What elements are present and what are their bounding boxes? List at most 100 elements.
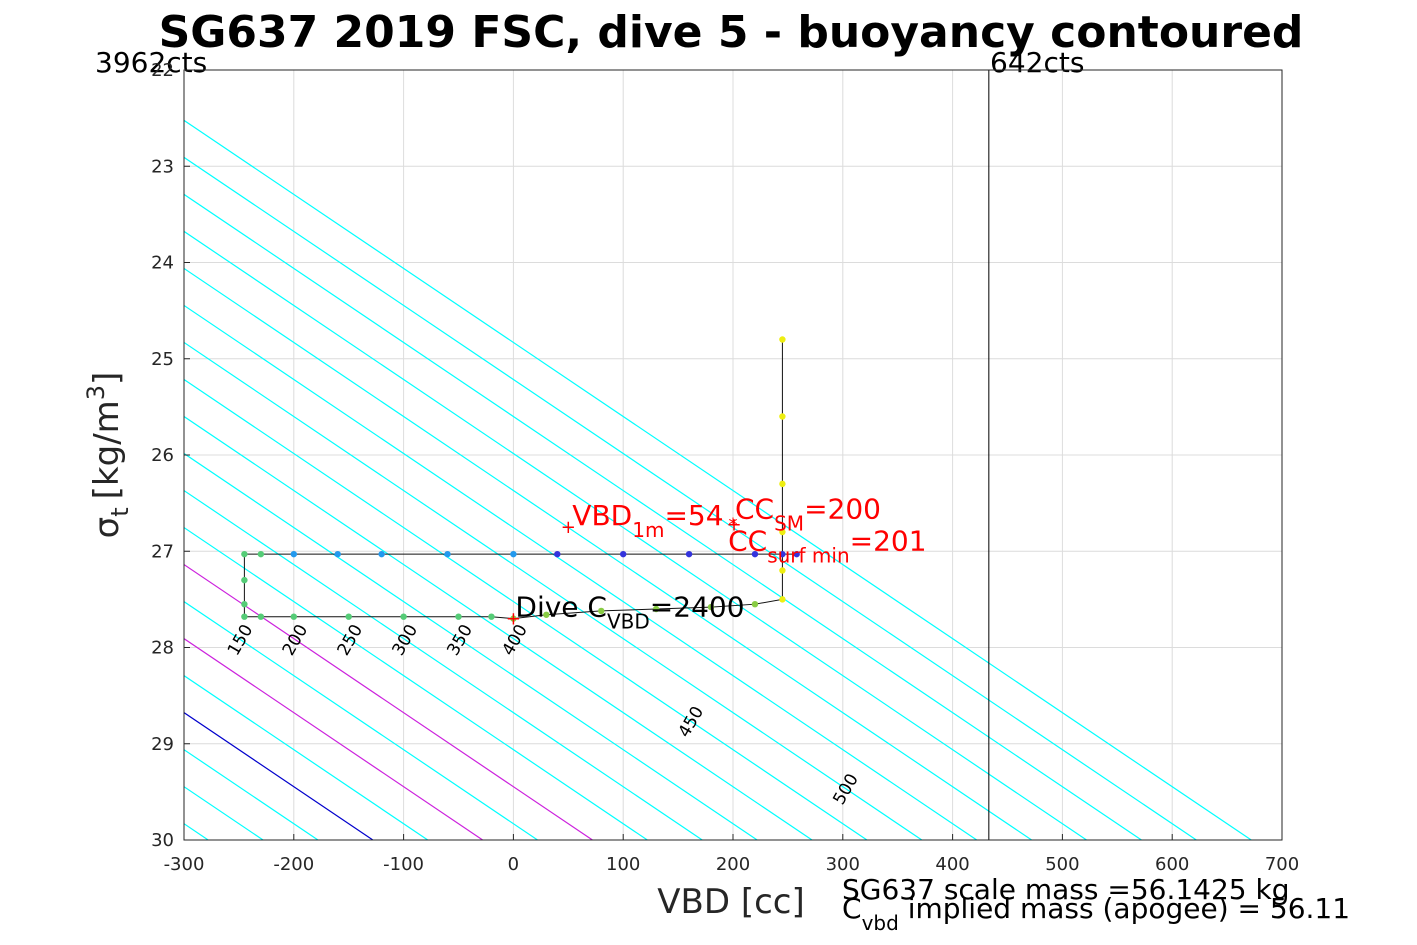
dive-track-point — [444, 550, 451, 558]
marker-plus: + — [727, 514, 742, 535]
y-axis-label: σt [kg/m3] — [82, 372, 134, 539]
marker-label-tail: =2400 — [650, 591, 745, 624]
dive-track-point — [620, 550, 627, 558]
contour-line — [184, 415, 813, 840]
y-tick-label: 22 — [151, 60, 174, 81]
dive-track-point — [793, 550, 800, 558]
implied-mass-annotation: Cvbd implied mass (apogee) = 56.11 — [842, 892, 1350, 935]
x-tick-label: 600 — [1155, 854, 1189, 875]
contour-line — [184, 637, 483, 840]
marker-label: VBD1m=54 — [572, 499, 723, 542]
marker-plus: * — [729, 514, 738, 535]
y-tick-label: 26 — [151, 445, 174, 466]
dive-track-point — [554, 550, 561, 558]
x-tick-label: -300 — [164, 854, 205, 875]
dive-track-point — [779, 413, 786, 420]
contour-line — [0, 70, 43, 840]
x-tick-label: 100 — [606, 854, 640, 875]
marker-plus: + — [506, 609, 521, 630]
dive-track-point — [598, 607, 605, 615]
marker-label-tail: =200 — [804, 492, 881, 525]
dive-track-point — [779, 550, 786, 558]
buoyancy-contours — [0, 70, 1252, 840]
y-tick-label: 25 — [151, 349, 174, 370]
dive-track-point — [510, 550, 517, 558]
y-axis-symbol: σ — [87, 517, 127, 539]
marker-label: CCsurf min=201 — [728, 524, 926, 567]
dive-track-point — [779, 596, 786, 603]
svg-text:σt[kg/m3]: σt [kg/m3] — [82, 372, 134, 539]
contour-line — [184, 156, 1197, 840]
y-tick-label: 27 — [151, 541, 174, 562]
contour-line — [184, 230, 1087, 840]
marker-label-sub: VBD — [607, 610, 650, 634]
y-tick-label: 24 — [151, 253, 174, 274]
x-tick-label: 500 — [1045, 854, 1079, 875]
scale-mass-annotation: SG637 scale mass =56.1425 kg — [842, 873, 1290, 906]
y-tick-label: 30 — [151, 830, 174, 851]
y-tick-label: 28 — [151, 638, 174, 659]
y-axis-units: [kg/m — [87, 400, 127, 499]
dive-track-point — [652, 605, 660, 613]
dive-track-point — [241, 600, 248, 608]
contour-label: 200 — [279, 621, 313, 659]
dive-track-point — [290, 550, 297, 558]
marker-label: CCSM=200 — [735, 492, 881, 535]
contour-line — [184, 674, 429, 840]
dive-track-point — [378, 550, 385, 558]
contour-label: 300 — [389, 621, 423, 659]
y-axis-units-close: ] — [87, 372, 127, 385]
dive-track-point — [241, 550, 248, 558]
dive-track-point — [779, 480, 786, 488]
grid-lines — [183, 69, 1283, 841]
dive-track-point — [257, 550, 265, 558]
contour-label: 150 — [224, 621, 258, 659]
marker-label: Dive CVBD=2400 — [515, 591, 744, 634]
contour-line — [184, 119, 1252, 840]
x-tick-label: -200 — [273, 854, 314, 875]
marker-label-main: CC — [728, 524, 767, 557]
x-tick-label: 300 — [826, 854, 860, 875]
y-axis-ticks: 22 23 24 25 26 27 28 29 30 — [151, 60, 190, 851]
marker-label-sub: surf min — [767, 543, 849, 567]
dive-track-point — [241, 576, 248, 584]
dive-track-point — [779, 528, 786, 536]
contour-line — [184, 563, 593, 840]
dive-track-point — [455, 613, 462, 620]
dive-track-point — [345, 613, 352, 620]
dive-track-point — [751, 600, 759, 608]
marker-label-tail: =54 — [664, 499, 723, 532]
dive-track-point — [241, 613, 248, 620]
marker-label-main: CC — [735, 492, 774, 525]
x-tick-label: 700 — [1265, 854, 1299, 875]
implied-mass-sub: vbd — [862, 911, 899, 935]
dive-track-point — [510, 615, 517, 622]
contour-line — [0, 70, 98, 840]
dive-track-point — [543, 611, 550, 618]
contour-line — [0, 70, 153, 840]
contour-label: 250 — [334, 621, 368, 659]
contour-line — [184, 341, 923, 840]
implied-mass-main: C — [842, 892, 862, 925]
dive-track-point — [779, 567, 786, 574]
contour-label: 350 — [443, 621, 477, 659]
x-tick-label: 200 — [716, 854, 750, 875]
vbd-markers: +VBD1m=54 *CCSM=200+CCsurf min=201+Dive C… — [506, 492, 927, 633]
x-tick-label: -100 — [383, 854, 424, 875]
chart-title: SG637 2019 FSC, dive 5 - buoyancy contou… — [159, 7, 1304, 58]
contour-line — [184, 304, 978, 840]
contour-line — [184, 600, 538, 840]
contour-line — [184, 489, 703, 840]
y-axis-symbol-sub: t — [106, 507, 134, 516]
dive-track-point — [707, 603, 715, 611]
dive-track-point — [400, 613, 407, 620]
y-tick-label: 29 — [151, 734, 174, 755]
implied-mass-tail: implied mass (apogee) = 56.11 — [899, 892, 1350, 925]
marker-label-main: Dive C — [515, 591, 607, 624]
marker-plus: + — [561, 517, 576, 538]
dive-track-point — [290, 613, 297, 620]
dive-track-point — [685, 550, 693, 558]
marker-label-sub: 1m — [632, 518, 664, 542]
